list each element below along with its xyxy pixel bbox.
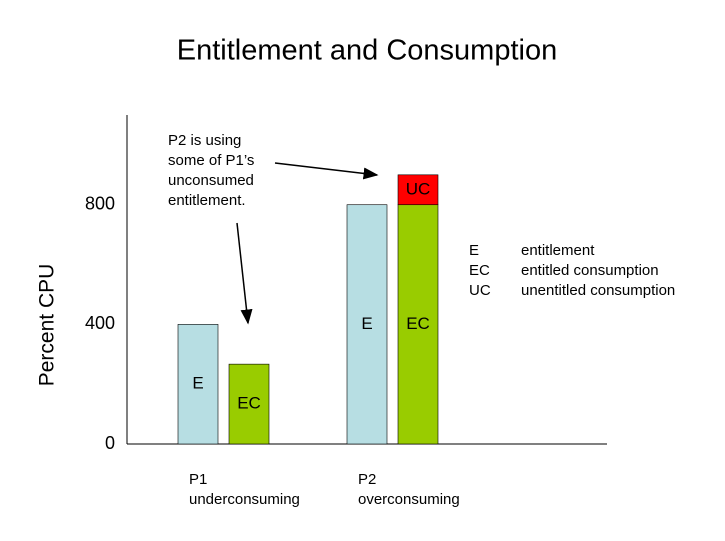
y-tick-label: 400	[85, 313, 115, 333]
annotation: P2 is using	[168, 132, 241, 149]
bar-label: EC	[237, 394, 261, 413]
bar-label: EC	[406, 314, 430, 333]
bar	[397, 204, 439, 445]
bar	[346, 204, 388, 445]
legend-key: EC	[469, 262, 490, 279]
chart-title: Entitlement and Consumption	[177, 35, 557, 67]
y-tick-label: 0	[105, 433, 115, 453]
legend-key: UC	[469, 282, 491, 299]
category-note: underconsuming	[189, 491, 300, 508]
legend-key: E	[469, 242, 479, 259]
x-tick-label: P1	[189, 471, 207, 488]
legend-label: unentitled consumption	[521, 282, 675, 299]
x-tick-label: P2	[358, 471, 376, 488]
y-tick-label: 800	[85, 193, 115, 213]
annotation-arrow	[274, 162, 379, 180]
annotation-arrow	[236, 222, 253, 325]
bar-label: E	[192, 374, 203, 393]
y-axis-label: Percent CPU	[36, 264, 59, 387]
annotation: unconsumed	[168, 172, 254, 189]
bar-label: E	[361, 314, 372, 333]
bar	[397, 174, 439, 206]
bar-label: UC	[406, 179, 431, 198]
category-note: overconsuming	[358, 491, 460, 508]
legend-label: entitlement	[521, 242, 595, 259]
bar	[177, 324, 219, 445]
annotation: entitlement.	[168, 192, 246, 209]
annotation: some of P1’s	[168, 152, 254, 169]
bar	[228, 363, 270, 445]
legend-label: entitled consumption	[521, 262, 659, 279]
